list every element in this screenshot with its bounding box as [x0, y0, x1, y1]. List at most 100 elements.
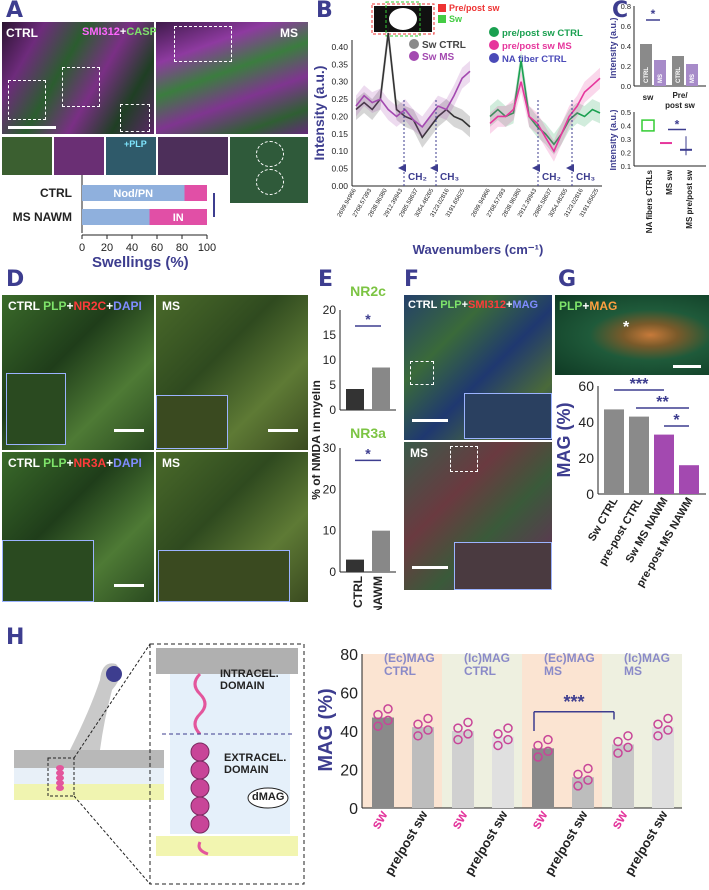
- panel-h-group-t1: (Ic)MAG: [624, 651, 670, 665]
- panel-g-sig: **: [656, 394, 669, 411]
- legend-prepost: Pre/post sw: [449, 3, 501, 13]
- panel-e-ytick: 5: [329, 378, 336, 392]
- panel-e-charts: NR2c 0 5 10 15 20 * NR3a 0 10 20 30 * CTRL MS NAWM % of…: [312, 283, 396, 610]
- band-label: CH₃: [576, 172, 595, 183]
- panel-h-ytick: 60: [340, 686, 358, 703]
- panel-e-bar-ctrl: [346, 389, 364, 410]
- panel-g-bar: [679, 465, 699, 494]
- panel-c-bar: [672, 56, 684, 86]
- panel-h-chart: (Ec)MAGCTRL(Ic)MAGCTRL(Ec)MAGMS(Ic)MAGMS…: [318, 647, 682, 878]
- panel-c-ytick2: 0.4: [621, 122, 631, 131]
- panel-h-xcat: sw: [447, 807, 470, 831]
- panel-c-ytick: 0.8: [621, 2, 631, 11]
- panel-a-bar-nodpn: [82, 209, 150, 225]
- panel-a-tick: 20: [101, 242, 113, 254]
- panel-h-ytick: 80: [340, 647, 358, 664]
- panel-h-bar: [612, 744, 634, 808]
- panel-g-ytick: 60: [578, 378, 594, 394]
- panel-c-ytick: 0.2: [621, 62, 631, 71]
- panel-a-ms-label: MS: [280, 26, 298, 40]
- panel-e-letter: E: [318, 267, 334, 292]
- panel-h-ytick: 20: [340, 763, 358, 780]
- panel-f-letter: F: [404, 267, 420, 292]
- svg-text:Intensity (a.u.): Intensity (a.u.): [610, 109, 618, 170]
- panel-g-ytick: 20: [578, 450, 594, 466]
- band-label: CH₂: [408, 172, 427, 183]
- panel-b-letter: B: [316, 0, 333, 23]
- panel-b-ytick: 0.40: [331, 42, 348, 52]
- svg-text:*: *: [365, 445, 371, 461]
- legend-right-item: NA fiber CTRL: [502, 54, 567, 65]
- panel-a-ctrl-image: CTRL: [2, 22, 154, 134]
- panel-c-letter: C: [612, 0, 629, 23]
- axon-membrane: [14, 750, 164, 768]
- box-na: [641, 119, 655, 132]
- panel-b-xlabel: Wavenumbers (cm⁻¹): [413, 242, 544, 257]
- panel-e-sig: *: [365, 311, 371, 327]
- panel-e-t2: NR3a: [350, 425, 386, 441]
- panel-a-bar-in: [149, 209, 207, 225]
- panel-a-bar-nodpn: [82, 185, 185, 201]
- oligodendrocyte-process: [70, 663, 121, 750]
- panel-a-seg-nodpn: Nod/PN: [113, 188, 153, 200]
- mag-ig-domain: [190, 760, 210, 780]
- legend-left-item: Sw MS: [422, 52, 455, 63]
- panel-e-ytick2: 30: [323, 441, 337, 455]
- svg-text:post sw: post sw: [665, 101, 696, 110]
- panel-a-tick: 40: [126, 242, 138, 254]
- panel-c-bar: [654, 60, 666, 86]
- panel-a-letter: A: [6, 0, 24, 23]
- panel-h-group-t2: CTRL: [464, 664, 496, 678]
- panel-b-ytick: 0.10: [331, 146, 348, 156]
- panel-g-ylabel: MAG (%): [556, 403, 574, 478]
- panel-c-ytick2: 0.3: [621, 135, 631, 144]
- panel-c-cat: Pre/: [672, 91, 688, 100]
- panel-h-bar: [532, 748, 554, 808]
- panel-h-group-t2: MS: [624, 664, 642, 678]
- panel-g-bar: [604, 409, 624, 494]
- mag-ig-domain: [190, 742, 210, 762]
- panel-b-ytick: 0.35: [331, 59, 348, 69]
- panel-d-letter: D: [6, 267, 25, 292]
- panel-h-bar: [492, 736, 514, 808]
- panel-e-ylabel: % of NMDA in myelin: [312, 380, 323, 500]
- mag-ig-domain: [190, 814, 210, 834]
- panel-h-ytick: 0: [349, 801, 358, 818]
- panel-h-diagram: [14, 643, 305, 885]
- panel-h-group-t2: CTRL: [384, 664, 416, 678]
- panel-h-xcat: sw: [367, 807, 390, 831]
- panel-a-bar-in: [184, 185, 207, 201]
- panel-h-group-t2: MS: [544, 664, 562, 678]
- legend-right-item: pre/post sw MS: [502, 41, 572, 52]
- legend-sw: Sw: [449, 14, 463, 24]
- panel-a-ctrl-label: CTRL: [6, 26, 38, 40]
- panel-b-ytick: 0.25: [331, 94, 348, 104]
- panel-c-ytick2: 0.2: [621, 149, 631, 158]
- series-prepost-ms: [489, 77, 601, 153]
- panel-e-ytick: 15: [323, 328, 337, 342]
- panel-c-ytick2: 0.5: [621, 108, 631, 117]
- panel-d-ctrl-nr2c: CTRL PLP+NR2C+DAPI: [2, 295, 154, 450]
- panel-a-tick: 0: [79, 242, 85, 254]
- panel-h-ytick: 40: [340, 724, 358, 741]
- panel-h-bar: [572, 777, 594, 808]
- panel-g-image: PLP+MAG *: [555, 295, 709, 375]
- zoom-box: [149, 643, 305, 885]
- panel-d-ms-nr2c: MS: [156, 295, 308, 450]
- mag-intracellular: [193, 672, 207, 736]
- panel-h-group-t1: (Ec)MAG: [384, 651, 435, 665]
- panel-c-cat2: MS sw: [665, 169, 674, 195]
- panel-c-cat2: MS pre/post sw: [685, 169, 694, 228]
- panel-c-cat: sw: [643, 93, 654, 102]
- panel-a-seg-in: IN: [173, 212, 184, 224]
- panel-c-ytick2: 0.1: [621, 162, 631, 171]
- panel-e-cat: CTRL: [351, 576, 365, 608]
- panel-a-row-label: MS NAWM: [13, 210, 72, 224]
- band-label: CH₂: [542, 172, 561, 183]
- panel-e-ytick: 20: [323, 303, 337, 317]
- panel-h-xcat: sw: [527, 807, 550, 831]
- svg-text:*: *: [675, 118, 680, 132]
- panel-h-bar: [652, 727, 674, 808]
- panel-h-bar: [452, 731, 474, 808]
